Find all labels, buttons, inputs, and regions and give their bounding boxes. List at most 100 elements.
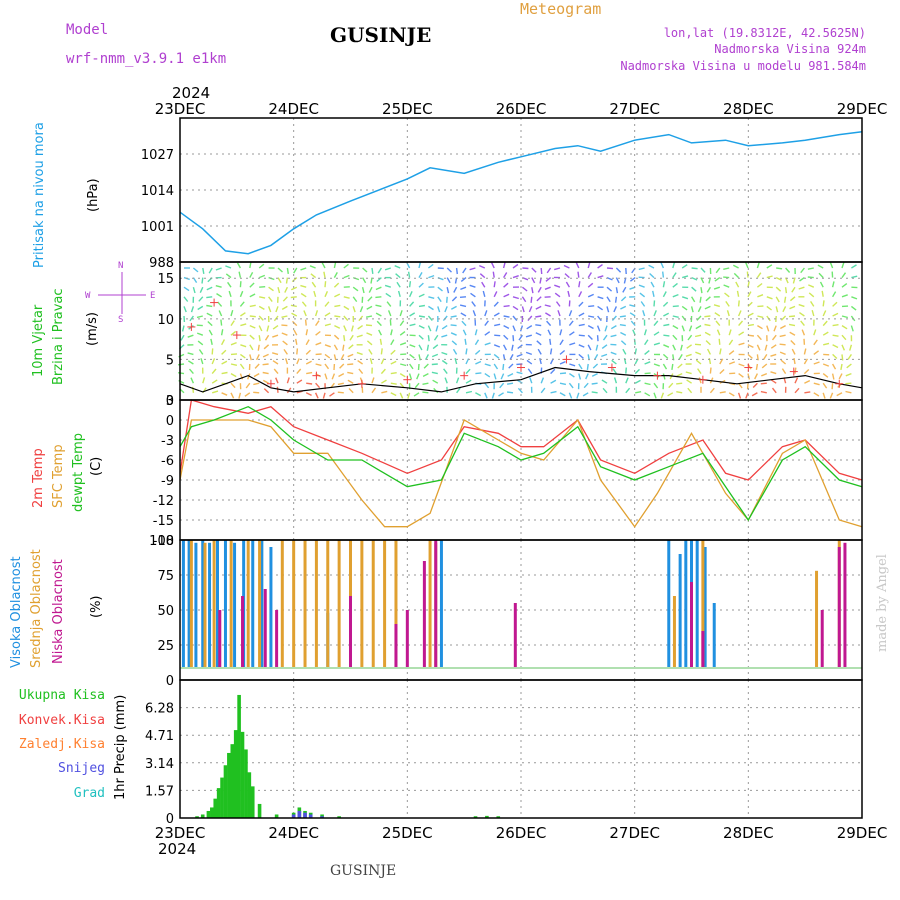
wind-barb (225, 265, 232, 269)
wind-barb (417, 363, 420, 371)
wind-barb (366, 340, 373, 346)
wind-barb (766, 305, 773, 311)
wind-barb (559, 329, 563, 336)
wind-barb (606, 267, 614, 270)
wind-barb (502, 262, 506, 269)
wind-barb (516, 353, 523, 358)
wind-barb (245, 382, 251, 389)
wind-barb (822, 382, 828, 389)
wind-barb (588, 305, 595, 308)
x-tick-label-bottom: 25DEC (382, 824, 433, 842)
wind-barb (323, 271, 326, 278)
wind-barb (644, 361, 651, 365)
wind-barb (475, 360, 482, 365)
wind-barb (700, 267, 706, 273)
wind-barb (376, 320, 382, 327)
precip-bar-snow (303, 812, 307, 818)
wind-barb (428, 274, 435, 279)
wind-barb (275, 306, 279, 313)
wind-barb (293, 267, 298, 274)
wind-barb (221, 360, 228, 365)
wind-barb (465, 379, 472, 384)
wind-barb (662, 271, 665, 278)
wind-barb (365, 315, 373, 318)
wind-barb (672, 334, 678, 341)
wind-barb (249, 354, 252, 361)
wind-barb (268, 286, 274, 292)
wind-barb (678, 354, 683, 360)
wind-barb (660, 262, 665, 269)
wind-barb (276, 386, 279, 393)
wind-barb (512, 305, 519, 311)
wind-barb (407, 392, 411, 399)
wind-barb (771, 387, 777, 394)
wind-barb (747, 291, 752, 298)
year-top: 2024 (172, 84, 210, 102)
wind-barb (845, 390, 852, 394)
wind-barb (822, 310, 827, 317)
wind-barb (422, 372, 429, 378)
wind-barb (535, 324, 542, 327)
wind-barb (365, 324, 373, 327)
wind-barb (738, 331, 745, 336)
wind-barb (709, 387, 715, 394)
precip-bar-total (274, 814, 279, 818)
wind-barb (737, 310, 742, 317)
wind-barb (587, 262, 591, 269)
wind-barb (324, 323, 331, 327)
wind-barb (378, 329, 383, 336)
wind-barb (268, 296, 273, 303)
wind-barb (527, 368, 533, 375)
cloud-bar-low (690, 582, 693, 668)
wind-barb (329, 392, 335, 397)
wind-barb (262, 363, 269, 366)
wind-barb (706, 286, 711, 293)
wind-barb (418, 262, 422, 269)
wind-barb (832, 334, 839, 337)
wind-barb (286, 387, 292, 394)
wind-barb (766, 296, 773, 300)
wind-barb (755, 363, 759, 371)
precip-bar-total (223, 765, 228, 818)
wind-barb (663, 344, 670, 348)
x-tick-label-top: 25DEC (382, 100, 433, 118)
wind-barb (281, 324, 288, 327)
elevation-model-text: Nadmorska Visina u modelu 981.584m (620, 59, 866, 73)
precip-bar-snow (308, 814, 313, 818)
wind-barb (414, 382, 420, 389)
wind-barb (258, 315, 264, 321)
wind-barb (230, 341, 237, 346)
wind-barb (305, 392, 312, 397)
cloud-bar-high (208, 542, 212, 668)
wind-barb (841, 325, 848, 330)
x-tick-label-top: 28DEC (723, 100, 774, 118)
wind-barb (258, 305, 265, 311)
cloud-bar-mid (360, 540, 364, 668)
wind-barb (757, 315, 764, 319)
wind-barb (321, 262, 326, 269)
wind-barb (217, 301, 223, 307)
y-tick-label: -18 (153, 534, 174, 549)
wind-barb (845, 372, 852, 377)
wind-barb (502, 344, 508, 351)
cloud-bar-high (695, 540, 699, 668)
wind-barb (230, 382, 236, 389)
wind-barb (547, 329, 552, 336)
wind-barb (390, 360, 397, 365)
wind-barb (455, 377, 460, 384)
wind-barb (343, 335, 346, 342)
wind-barb (493, 344, 501, 348)
cloud-bar-mid (394, 540, 398, 668)
precip-bar-total (195, 816, 199, 818)
wind-barb (691, 286, 697, 292)
wind-barb (700, 277, 705, 284)
legend-total: Ukupna Kisa (19, 688, 105, 703)
wind-barb (339, 363, 345, 369)
wind-barb (230, 310, 234, 317)
wind-barb (254, 363, 260, 369)
wind-barb (606, 306, 610, 313)
wind-barb (764, 344, 768, 351)
wind-barb (526, 359, 533, 365)
wind-barb (587, 282, 594, 288)
wind-barb (555, 301, 561, 307)
